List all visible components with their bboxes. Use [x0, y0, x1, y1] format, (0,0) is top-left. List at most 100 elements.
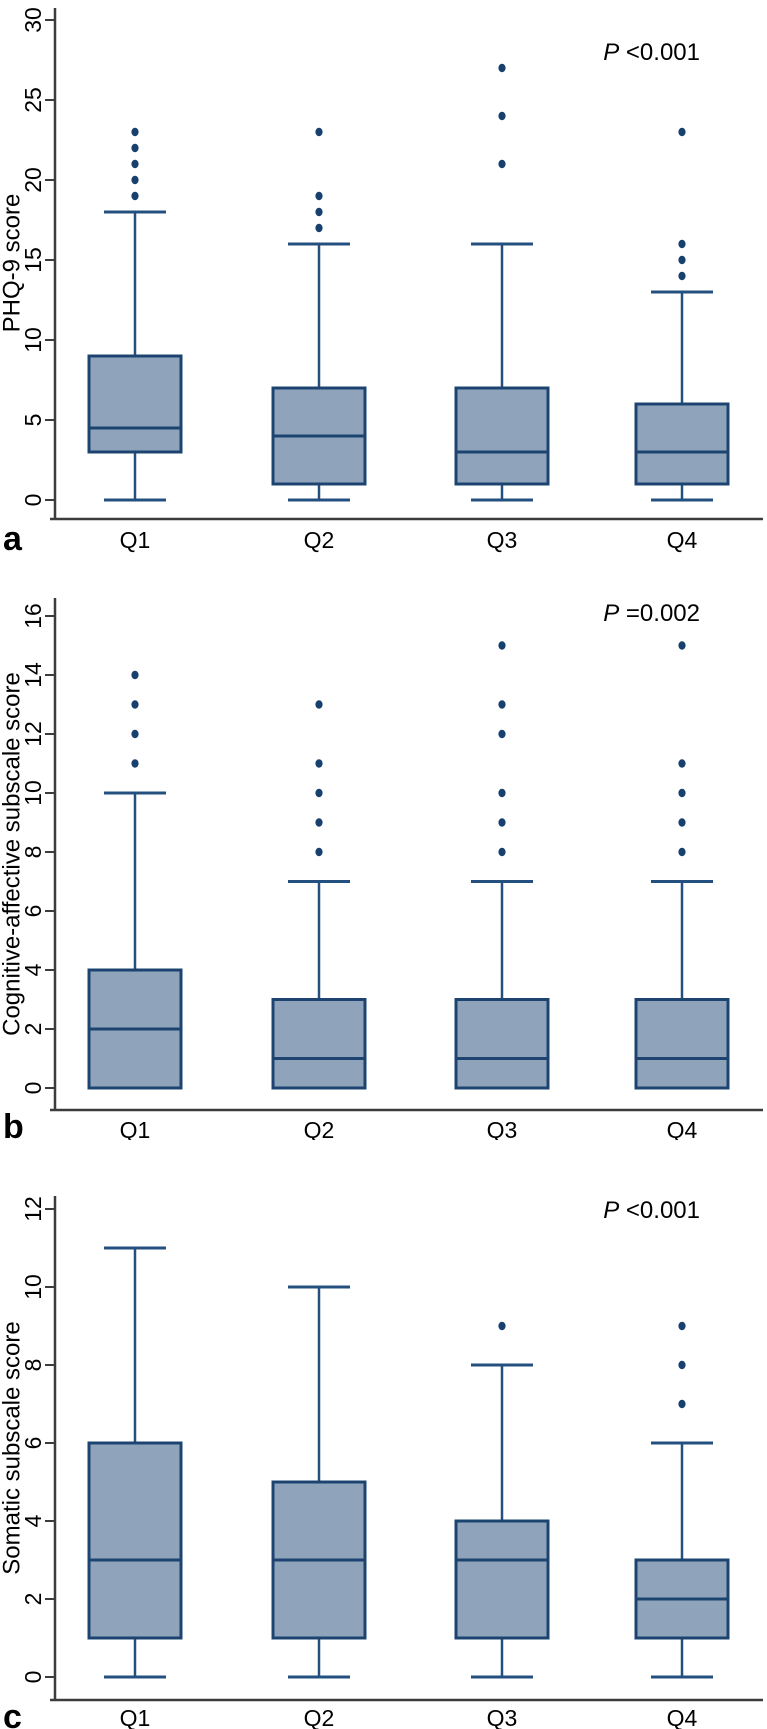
panel-letter-a: a [3, 520, 23, 558]
panel-letter-b: b [3, 1108, 24, 1140]
boxplot-group-Q2 [271, 1285, 367, 1679]
boxplot-panel-c: 0 2 4 6 8 10 12 Somatic subscale score P <0.001 Q… [0, 1196, 763, 1729]
outlier-dot [678, 127, 686, 137]
y-tick-label: 5 [20, 414, 46, 427]
outlier-dot [131, 127, 139, 137]
y-axis-title: Somatic subscale score [0, 1321, 26, 1574]
outlier-dot [131, 143, 139, 153]
outlier-dot [678, 847, 686, 857]
y-axis-title: PHQ-9 score [0, 194, 26, 333]
outlier-dot [498, 818, 506, 827]
y-tick-label: 4 [20, 1514, 46, 1527]
category-label-Q1: Q1 [120, 1117, 151, 1140]
panel-letter-c: c [3, 1698, 22, 1729]
category-label-Q4: Q4 [667, 1705, 698, 1729]
boxplot-group-Q2 [271, 700, 367, 1090]
outlier-dot [131, 759, 139, 768]
y-tick-label: 0 [20, 1671, 46, 1684]
iqr-box [271, 998, 367, 1090]
category-label-Q3: Q3 [487, 1117, 518, 1140]
iqr-box [454, 998, 550, 1090]
outlier-dot [315, 700, 323, 709]
outlier-dot [498, 847, 506, 857]
y-tick-label: 2 [20, 1593, 46, 1606]
y-tick-label: 16 [20, 603, 46, 629]
outlier-dot [678, 1399, 686, 1409]
outlier-dot [678, 759, 686, 768]
y-tick-label: 20 [20, 167, 46, 193]
iqr-box [87, 354, 183, 454]
outlier-dot [678, 255, 686, 265]
outlier-dot [678, 641, 686, 650]
iqr-box [454, 1519, 550, 1640]
outlier-dot [678, 1321, 686, 1331]
iqr-box [87, 1441, 183, 1640]
y-tick-label: 8 [20, 1359, 46, 1372]
y-tick-label: 6 [20, 1437, 46, 1450]
outlier-dot [498, 63, 506, 73]
y-tick-label: 14 [20, 662, 46, 688]
iqr-box [634, 998, 730, 1090]
p-value-label: P <0.001 [603, 39, 700, 66]
outlier-dot [678, 1360, 686, 1370]
outlier-dot [131, 175, 139, 185]
outlier-dot [315, 788, 323, 798]
boxplot-group-Q1 [87, 670, 183, 1090]
outlier-dot [498, 729, 506, 739]
boxplot-group-Q2 [271, 127, 367, 502]
outlier-dot [131, 191, 139, 201]
outlier-dot [678, 239, 686, 249]
outlier-dot [131, 670, 139, 680]
outlier-dot [131, 729, 139, 739]
y-tick-label: 10 [20, 1274, 46, 1300]
y-tick-label: 4 [20, 963, 46, 976]
iqr-box [634, 402, 730, 486]
outlier-dot [498, 700, 506, 709]
outlier-dot [678, 818, 686, 827]
y-tick-label: 12 [20, 1196, 46, 1222]
outlier-dot [498, 159, 506, 169]
boxplot-group-Q4 [634, 127, 730, 502]
boxplot-group-Q1 [87, 127, 183, 502]
boxplot-group-Q1 [87, 1246, 183, 1679]
outlier-dot [678, 788, 686, 798]
p-value-label: P <0.001 [603, 1197, 700, 1224]
outlier-dot [498, 111, 506, 121]
outlier-dot [315, 223, 323, 233]
category-label-Q4: Q4 [667, 1117, 698, 1140]
y-tick-label: 6 [20, 905, 46, 918]
iqr-box [454, 386, 550, 486]
outlier-dot [315, 818, 323, 827]
category-label-Q1: Q1 [120, 1705, 151, 1729]
y-tick-label: 30 [20, 7, 46, 33]
category-label-Q2: Q2 [304, 1117, 335, 1140]
boxplot-group-Q3 [454, 1321, 550, 1679]
outlier-dot [498, 1321, 506, 1331]
outlier-dot [131, 700, 139, 709]
y-tick-label: 25 [20, 87, 46, 113]
boxplot-group-Q4 [634, 641, 730, 1090]
y-tick-label: 0 [20, 1082, 46, 1095]
outlier-dot [498, 641, 506, 650]
y-tick-label: 12 [20, 721, 46, 747]
y-axis-title: Cognitive-affective subscale score [0, 672, 26, 1036]
category-label-Q2: Q2 [304, 1705, 335, 1729]
outlier-dot [131, 159, 139, 169]
outlier-dot [315, 191, 323, 201]
boxplot-group-Q3 [454, 63, 550, 502]
outlier-dot [315, 207, 323, 217]
y-tick-label: 15 [20, 247, 46, 273]
category-label-Q4: Q4 [667, 527, 698, 553]
outlier-dot [678, 271, 686, 281]
y-tick-label: 10 [20, 327, 46, 353]
y-tick-label: 10 [20, 780, 46, 806]
outlier-dot [315, 127, 323, 137]
category-label-Q1: Q1 [120, 527, 151, 553]
category-label-Q3: Q3 [487, 1705, 518, 1729]
outlier-dot [315, 847, 323, 857]
y-tick-label: 0 [20, 494, 46, 507]
boxplot-group-Q3 [454, 641, 550, 1090]
boxplot-group-Q4 [634, 1321, 730, 1679]
outlier-dot [498, 788, 506, 798]
